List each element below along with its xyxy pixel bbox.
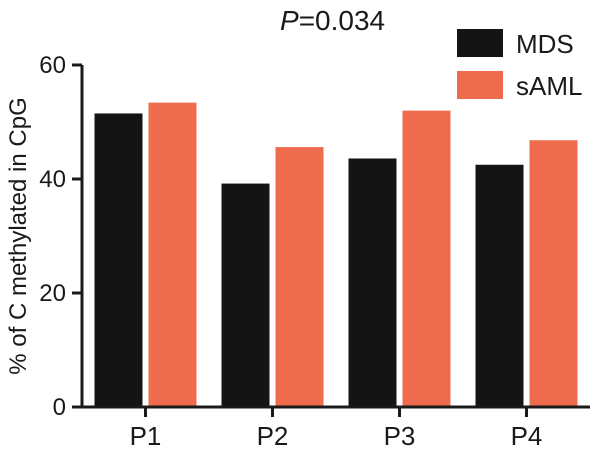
y-tick-label: 60: [39, 52, 66, 79]
bar-saml-p4: [529, 140, 578, 408]
legend-swatch-mds: [457, 29, 503, 57]
x-axis-ticks: P1 P2 P3 P4: [130, 407, 543, 449]
x-tick-label: P2: [257, 421, 289, 449]
bar-saml-p3: [402, 110, 451, 407]
y-tick-label: 20: [39, 280, 66, 307]
y-tick-label: 0: [53, 394, 66, 421]
x-tick-label: P4: [511, 421, 543, 449]
bar-mds-p1: [94, 113, 143, 407]
x-tick-label: P3: [384, 421, 416, 449]
x-tick-label: P1: [130, 421, 162, 449]
chart-title: P=0.034: [280, 5, 385, 36]
legend: MDS sAML: [457, 29, 582, 101]
y-axis-title: % of C methylated in CpG: [5, 97, 32, 374]
bar-saml-p2: [275, 147, 324, 407]
y-tick-label: 40: [39, 166, 66, 193]
title-p-value: =0.034: [299, 5, 385, 36]
title-p-italic: P: [280, 5, 299, 36]
bar-mds-p4: [475, 164, 524, 407]
bar-mds-p3: [348, 158, 397, 407]
legend-label-saml: sAML: [516, 71, 582, 101]
bar-saml-p1: [148, 102, 197, 408]
y-axis-ticks: 0 20 40 60: [39, 52, 82, 421]
bars: [94, 102, 578, 408]
legend-label-mds: MDS: [516, 29, 574, 59]
bar-mds-p2: [221, 183, 270, 407]
legend-swatch-saml: [457, 71, 503, 99]
